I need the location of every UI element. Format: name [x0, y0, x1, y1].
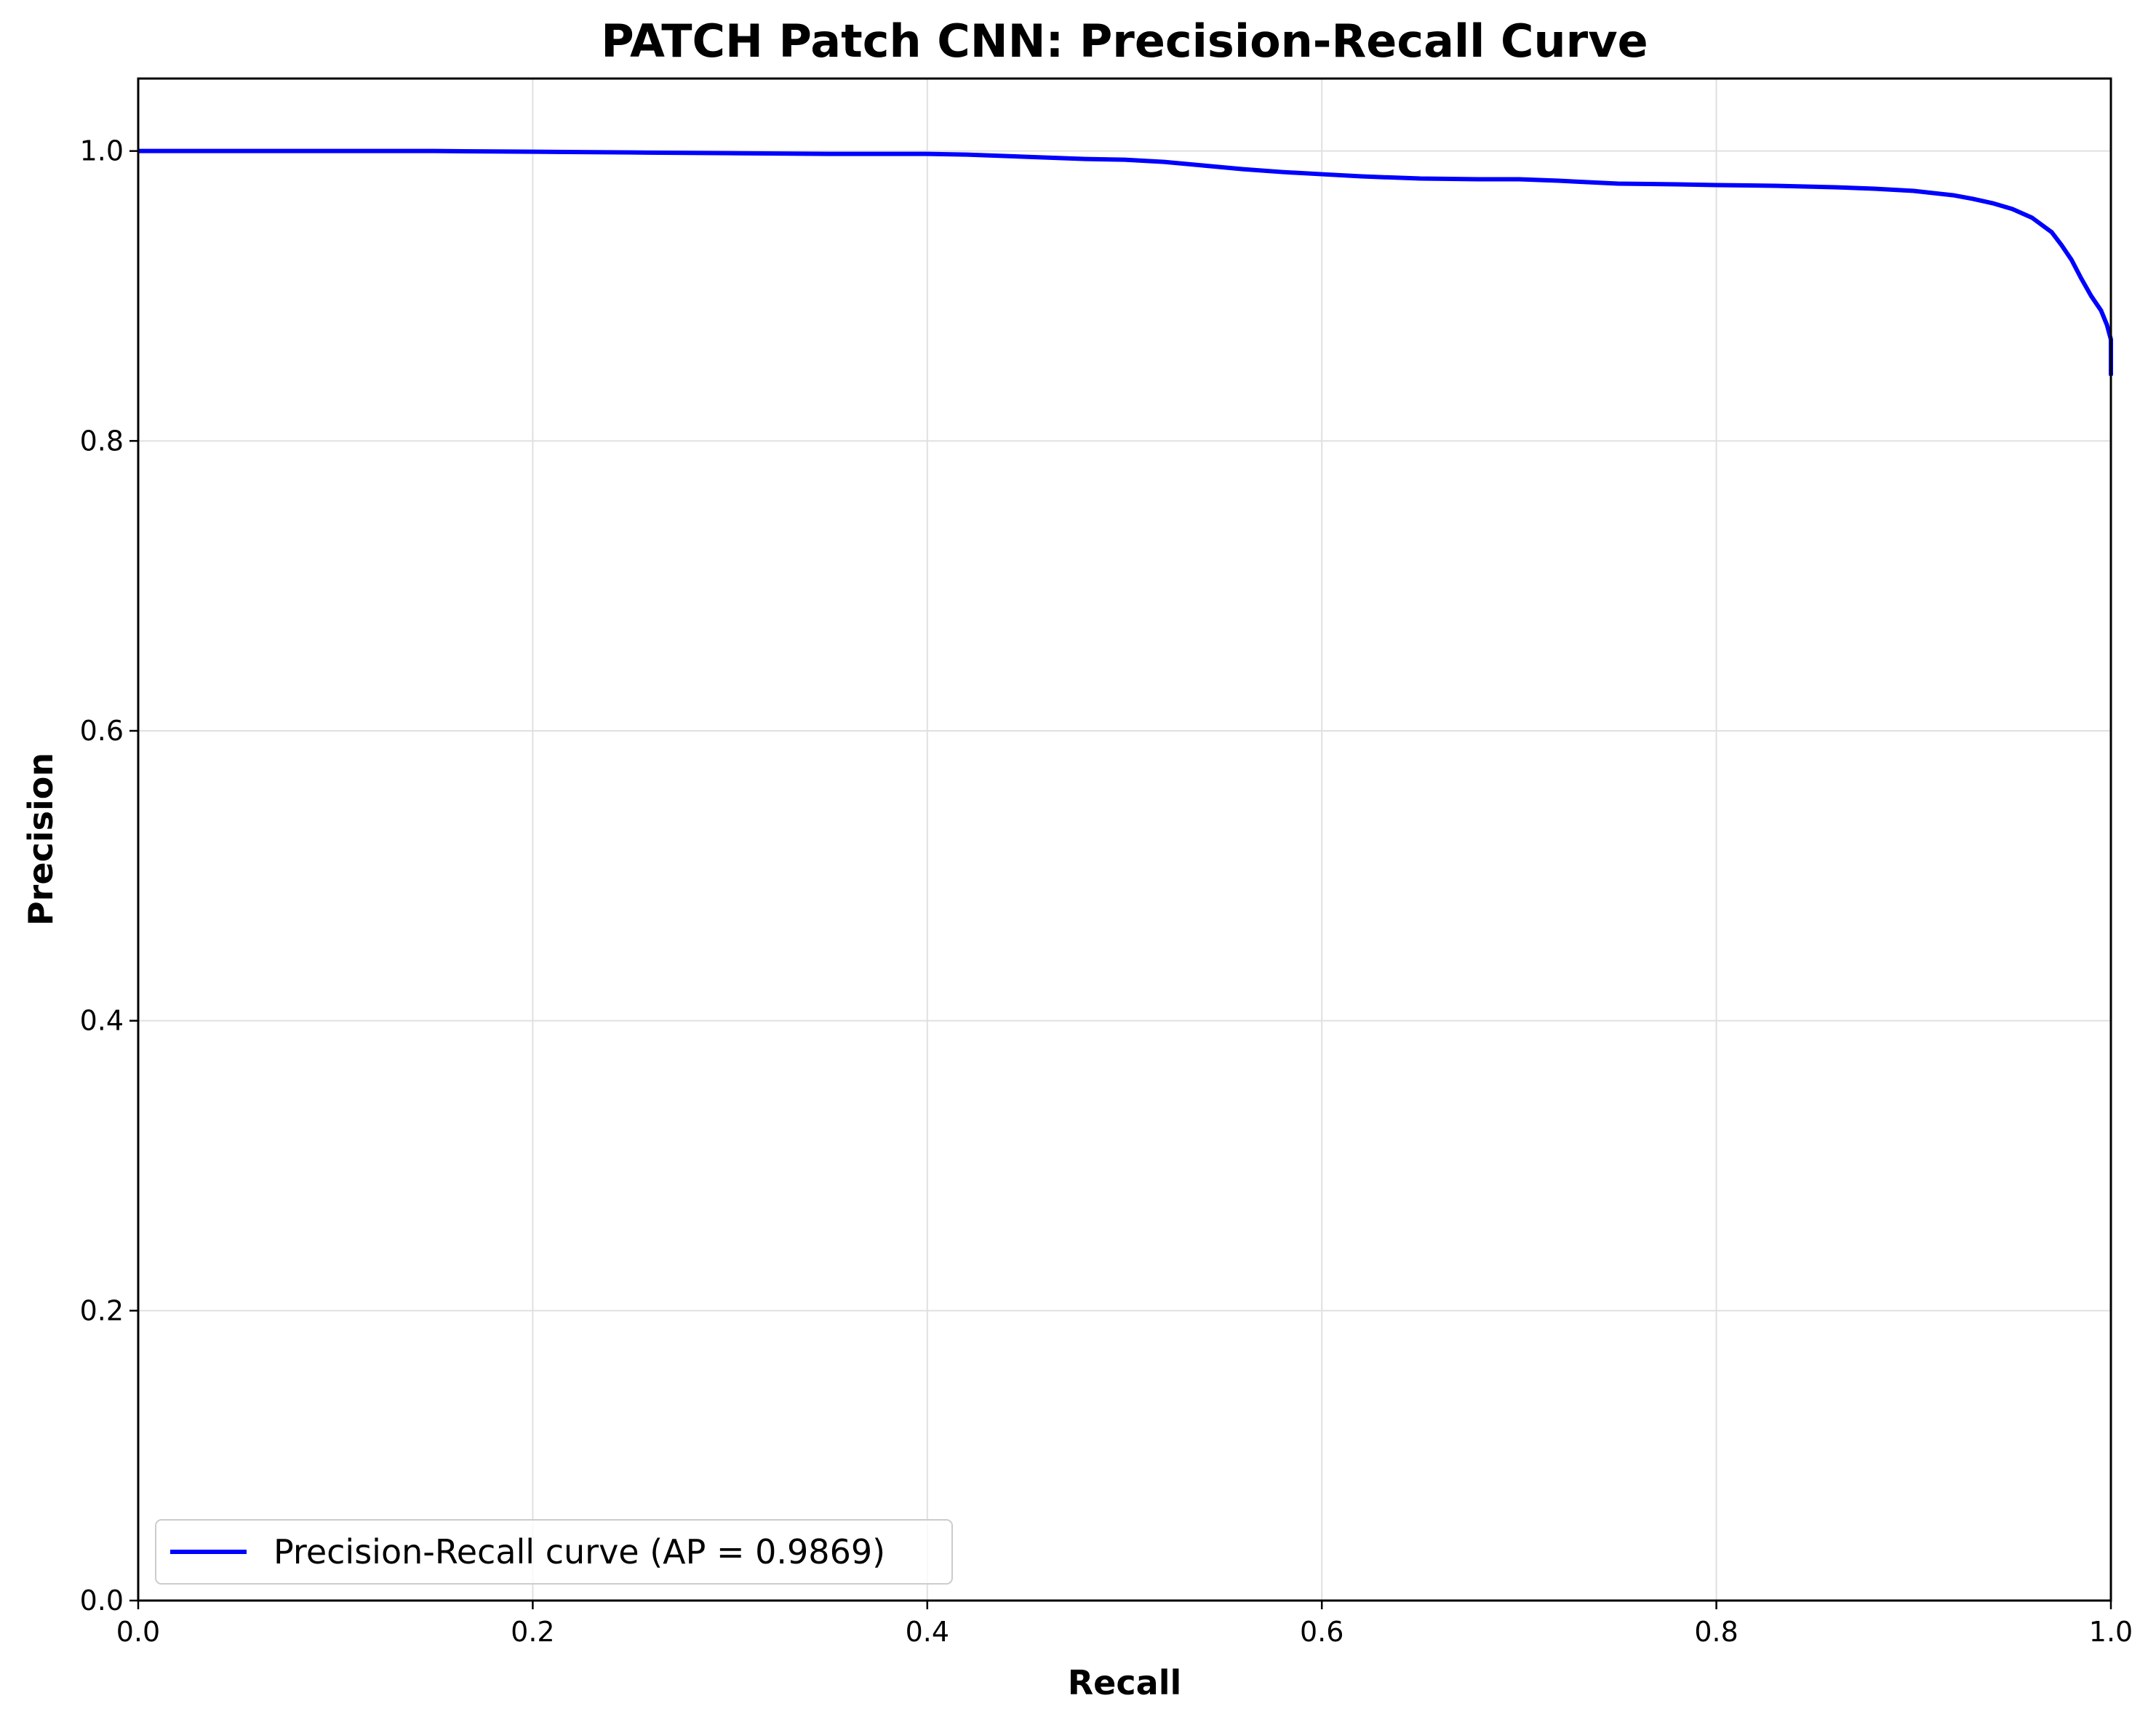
x-tick-label: 0.0 [116, 1616, 160, 1648]
legend-box [155, 1519, 953, 1585]
x-axis-title: Recall [1068, 1663, 1181, 1702]
x-tick-label: 0.4 [906, 1616, 949, 1648]
legend-label: Precision-Recall curve (AP = 0.9869) [274, 1532, 885, 1571]
y-tick-label: 0.2 [80, 1294, 124, 1326]
x-tick-label: 1.0 [2089, 1616, 2133, 1648]
axis-ticks: 0.0 0.2 0.4 0.6 0.8 1.0 0.0 0.2 0.4 0.6 0.8 1.0 [80, 135, 2133, 1648]
y-axis-title: Precision [21, 753, 60, 926]
chart-title: PATCH Patch CNN: Precision-Recall Curve [601, 15, 1648, 68]
y-tick-label: 0.4 [80, 1005, 124, 1037]
y-tick-label: 0.6 [80, 715, 124, 747]
y-tick-label: 1.0 [80, 135, 124, 167]
legend: Precision-Recall curve (AP = 0.9869) [155, 1519, 953, 1585]
x-tick-label: 0.2 [511, 1616, 554, 1648]
series-line-0 [138, 148, 2113, 376]
x-tick-label: 0.8 [1694, 1616, 1738, 1648]
series-layer [138, 148, 2113, 376]
y-tick-label: 0.0 [80, 1585, 124, 1617]
y-tick-label: 0.8 [80, 425, 124, 457]
plot-frame [137, 77, 2112, 1602]
x-tick-label: 0.6 [1300, 1616, 1343, 1648]
